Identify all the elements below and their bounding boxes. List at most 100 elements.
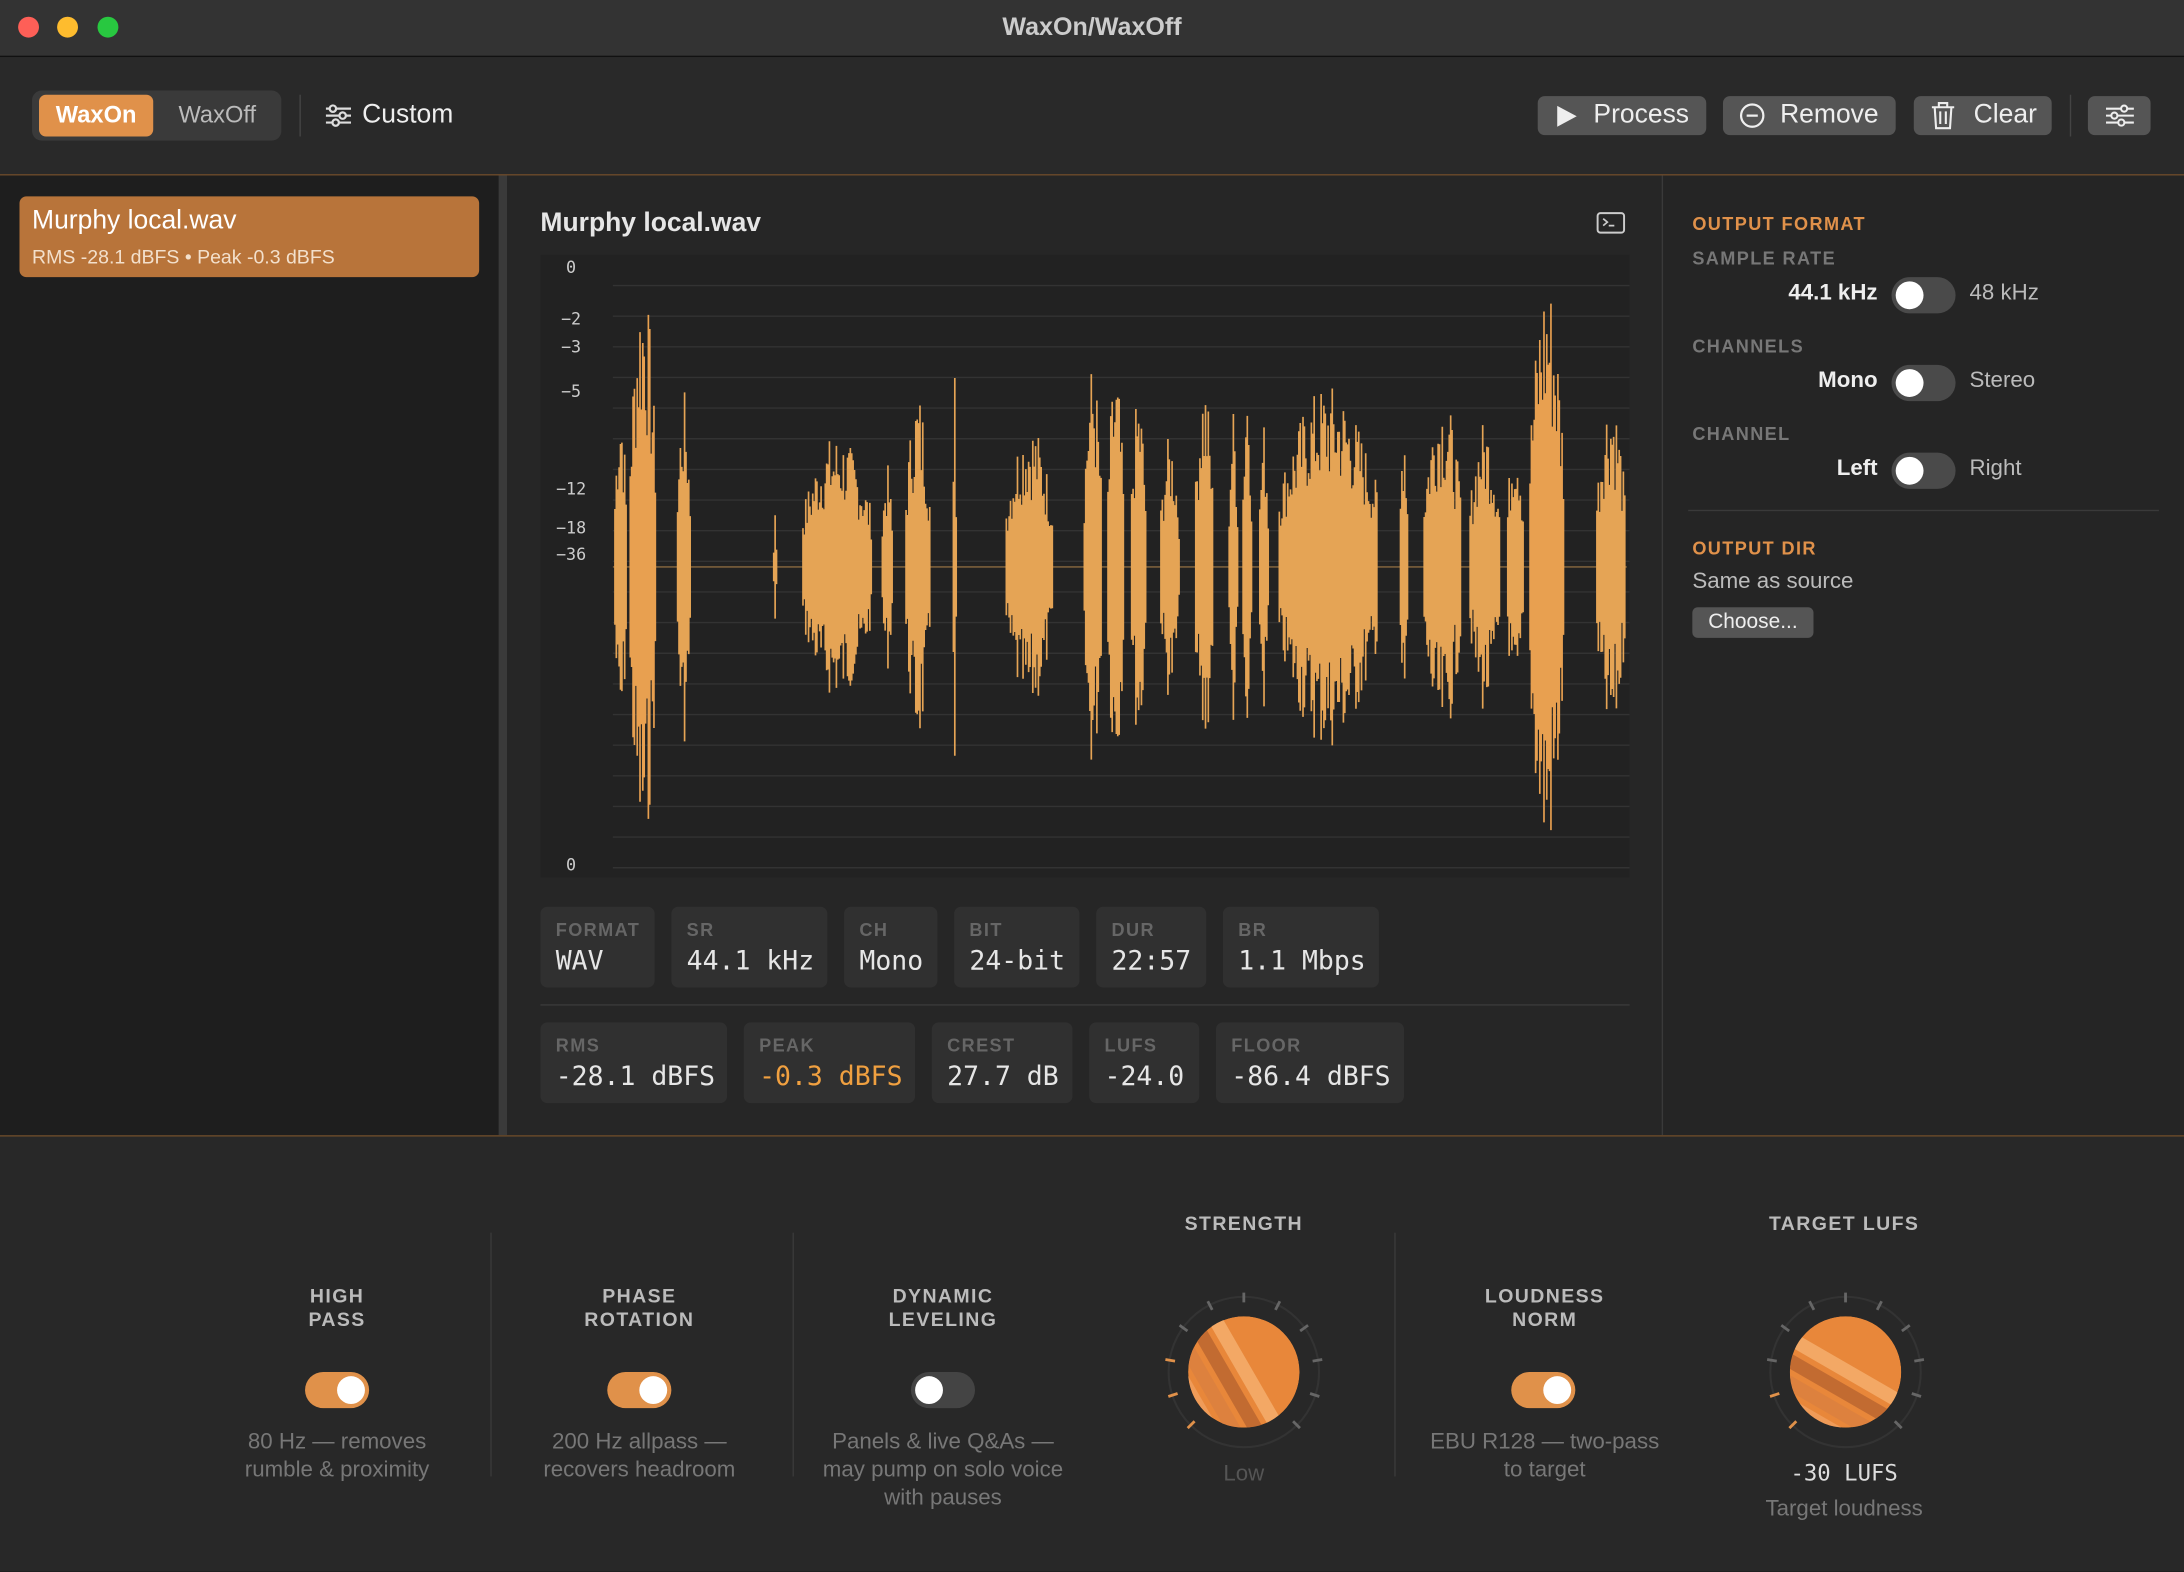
target-knob[interactable] xyxy=(1762,1288,1929,1455)
divider xyxy=(2069,94,2072,137)
decoration xyxy=(1188,1316,1276,1428)
box-label: PEAK xyxy=(759,1034,815,1056)
levels-box: PEAK -0.3 dBFS xyxy=(743,1022,916,1104)
title-bar xyxy=(0,0,2184,58)
section-heading: OUTPUT DIR xyxy=(1692,537,1817,559)
file-row[interactable]: Murphy local.wav RMS -28.1 dBFS • Peak -… xyxy=(19,196,480,278)
waveform-segment xyxy=(1423,415,1462,719)
waveform-segment xyxy=(1130,408,1147,725)
scale-label: −36 xyxy=(555,544,587,565)
remove-button[interactable]: Remove xyxy=(1722,96,1896,136)
decoration xyxy=(1188,1316,1300,1428)
levels-box: RMS -28.1 dBFS xyxy=(540,1022,728,1104)
info-box: BIT 24-bit xyxy=(954,906,1080,988)
box-label: SR xyxy=(686,919,715,941)
console-button[interactable] xyxy=(1596,212,1626,234)
box-label: LUFS xyxy=(1104,1034,1158,1056)
decoration xyxy=(1789,1356,1902,1428)
clear-button[interactable]: Clear xyxy=(1913,96,2052,136)
option-right: Stereo xyxy=(1969,369,2036,393)
decoration xyxy=(1165,1358,1176,1363)
mode-waxon[interactable]: WaxOn xyxy=(39,94,154,137)
separator xyxy=(1688,509,2159,512)
info-box: BR 1.1 Mbps xyxy=(1222,906,1379,988)
info-box: SR 44.1 kHz xyxy=(671,906,828,988)
minimize-button[interactable] xyxy=(57,16,79,38)
scale-label: −12 xyxy=(555,479,587,499)
box-label: CREST xyxy=(947,1034,1016,1056)
waveform-segment xyxy=(1278,388,1378,746)
scale-label: 0 xyxy=(566,855,577,875)
separator xyxy=(540,1004,1630,1006)
preset-icon xyxy=(325,104,352,127)
loudness-toggle[interactable] xyxy=(1511,1371,1576,1409)
info-box: CH Mono xyxy=(844,906,938,988)
waveform-segment xyxy=(1228,413,1239,720)
option-toggle[interactable] xyxy=(1891,364,1956,402)
option-right: 48 kHz xyxy=(1969,281,2039,306)
scale-label: −3 xyxy=(560,337,582,357)
scale-label: −18 xyxy=(555,518,587,538)
level-row: RMS -28.1 dBFS PEAK -0.3 dBFS CREST 27.7 dB LU… xyxy=(540,1022,1629,1104)
decoration xyxy=(1788,1420,1798,1430)
box-value: -24.0 xyxy=(1104,1061,1185,1093)
box-label: BIT xyxy=(969,919,1003,941)
zoom-button[interactable] xyxy=(97,16,119,38)
module-note: EBU R128 — two-pass to target xyxy=(1430,1430,1660,1483)
option-left: Mono xyxy=(1818,369,1878,393)
file-name: Murphy local.wav xyxy=(32,206,237,236)
clear-label: Clear xyxy=(1973,100,2037,130)
decoration xyxy=(1292,1420,1301,1430)
module-note: Panels & live Q&As — may pump on solo vo… xyxy=(822,1430,1064,1510)
box-value: -86.4 dBFS xyxy=(1231,1061,1391,1093)
settings-button[interactable] xyxy=(2087,96,2151,136)
splitter[interactable] xyxy=(498,175,508,1136)
preset-button[interactable]: Custom xyxy=(362,100,454,130)
strength-knob[interactable] xyxy=(1160,1288,1327,1455)
decoration xyxy=(1789,1322,1902,1419)
box-label: RMS xyxy=(555,1034,601,1056)
box-label: FORMAT xyxy=(555,919,641,941)
box-value: 22:57 xyxy=(1111,945,1192,977)
waveform-segment xyxy=(1160,438,1180,695)
decoration xyxy=(1206,1300,1214,1311)
decoration xyxy=(1766,1358,1777,1363)
waveform-segment xyxy=(1399,455,1409,679)
output-panel xyxy=(1661,175,2184,1136)
decoration xyxy=(1186,1420,1196,1430)
decoration xyxy=(1914,1358,1925,1363)
decoration xyxy=(1178,1324,1189,1333)
box-label: DUR xyxy=(1111,919,1155,941)
option-toggle[interactable] xyxy=(1891,452,1956,489)
module-title: STRENGTH xyxy=(1184,1211,1304,1235)
box-value: 24-bit xyxy=(969,945,1066,977)
process-label: Process xyxy=(1593,100,1690,130)
decoration xyxy=(1875,1300,1883,1311)
waveform-segment xyxy=(1259,427,1270,707)
divider xyxy=(1394,1232,1396,1477)
waveform-segment xyxy=(905,405,931,729)
decoration xyxy=(1167,1392,1179,1398)
waveform-segment xyxy=(881,465,893,669)
box-value: 44.1 kHz xyxy=(686,945,815,977)
option-toggle[interactable] xyxy=(1891,277,1956,314)
module-note: 200 Hz allpass — recovers headroom xyxy=(543,1430,736,1483)
option-left: 44.1 kHz xyxy=(1788,281,1878,306)
waveform-segment xyxy=(1005,438,1054,696)
file-sidebar xyxy=(0,175,499,1136)
window-title: WaxOn/WaxOff xyxy=(1002,12,1182,41)
decoration xyxy=(1893,1420,1903,1430)
scale-label: −5 xyxy=(560,381,582,402)
high-pass-toggle[interactable] xyxy=(305,1371,370,1409)
leveling-toggle[interactable] xyxy=(910,1371,976,1409)
waveform-segment xyxy=(1596,424,1626,710)
mode-waxoff[interactable]: WaxOff xyxy=(178,101,257,129)
module-title: HIGH PASS xyxy=(308,1284,366,1331)
choose-button[interactable]: Choose... xyxy=(1692,607,1814,638)
decoration xyxy=(1911,1392,1922,1398)
process-button[interactable]: Process xyxy=(1537,96,1707,136)
decoration xyxy=(1274,1300,1282,1311)
phase-toggle[interactable] xyxy=(607,1371,672,1409)
close-button[interactable] xyxy=(18,16,40,38)
scale-label: 0 xyxy=(566,257,577,278)
